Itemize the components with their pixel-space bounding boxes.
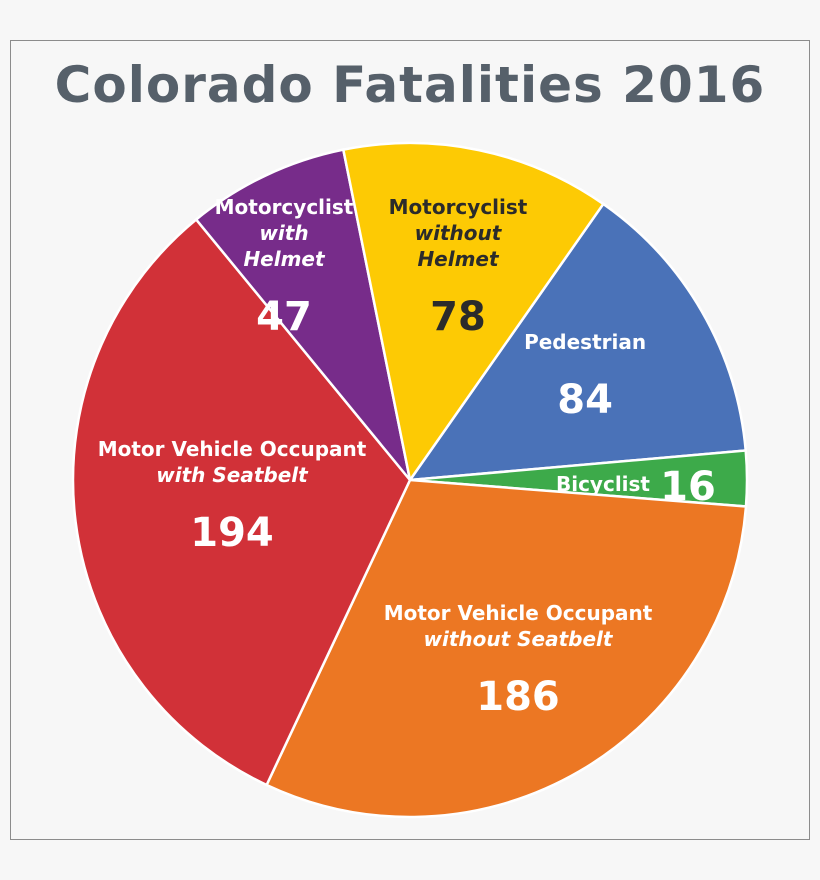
slice-value: 47 bbox=[256, 294, 312, 340]
pie-slice-pedestrian bbox=[407, 202, 748, 482]
pie-slice-motorcyclist-with-helmet bbox=[194, 148, 412, 481]
slice-value: 84 bbox=[557, 377, 613, 423]
slice-label-line: Helmet bbox=[243, 247, 326, 271]
slice-value-bicyclist: 16 bbox=[660, 464, 716, 510]
chart-title: Colorado Fatalities 2016 bbox=[54, 56, 766, 114]
slice-value: 78 bbox=[430, 294, 486, 340]
slice-label-line: without bbox=[415, 221, 503, 245]
slice-label-line: Motorcyclist bbox=[215, 195, 354, 219]
pie-slice-motorcyclist-without-helmet bbox=[341, 141, 606, 484]
slice-label-line: Pedestrian bbox=[524, 330, 646, 354]
slice-label-line: with bbox=[259, 221, 308, 245]
slice-label-line: Motor Vehicle Occupant bbox=[98, 437, 367, 461]
slice-value: 194 bbox=[190, 510, 274, 556]
slice-label-line: Helmet bbox=[417, 247, 500, 271]
slice-label-line: with Seatbelt bbox=[156, 463, 309, 487]
pie-slice-motor-vehicle-occupant-without-seatbelt bbox=[264, 478, 748, 819]
slice-value: 186 bbox=[476, 674, 560, 720]
slice-label-line: without Seatbelt bbox=[424, 627, 614, 651]
pie-slice-motor-vehicle-occupant-with-seatbelt bbox=[71, 217, 412, 787]
slice-label-bicyclist: Bicyclist bbox=[556, 472, 650, 496]
slice-label-line: Motor Vehicle Occupant bbox=[384, 601, 653, 625]
slice-label-line: Motorcyclist bbox=[389, 195, 528, 219]
